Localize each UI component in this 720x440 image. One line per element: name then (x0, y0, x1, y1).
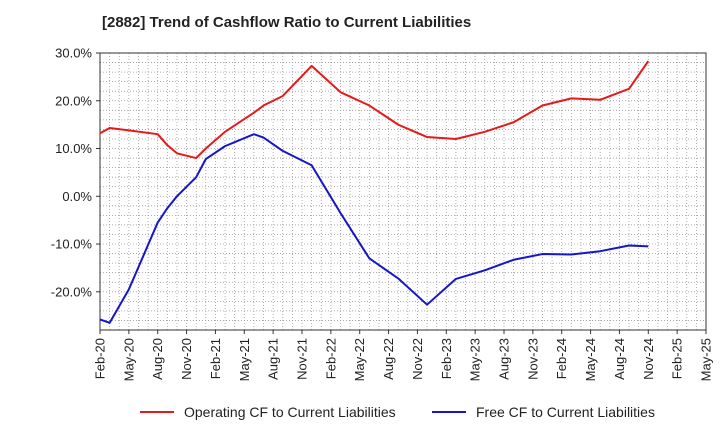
grid (99, 52, 707, 331)
x-tick-label: May-25 (699, 338, 714, 381)
x-tick-label: Aug-21 (266, 338, 281, 380)
legend: Operating CF to Current Liabilities Free… (0, 404, 720, 426)
y-tick-label: -20.0% (51, 284, 93, 299)
x-tick-label: Feb-20 (93, 338, 108, 379)
x-tick-label: Aug-24 (612, 338, 627, 380)
x-tick-label: Feb-21 (208, 338, 223, 379)
x-tick-label: Aug-20 (150, 338, 165, 380)
x-tick-label: May-21 (237, 338, 252, 381)
legend-item-operating-cf: Operating CF to Current Liabilities (140, 404, 396, 420)
axes: 30.0% 20.0% 10.0% 0.0% -10.0% -20.0% Feb-20 May… (51, 46, 714, 382)
y-tick-label: 20.0% (55, 93, 92, 108)
legend-swatch-free-cf (432, 411, 466, 413)
legend-swatch-operating-cf (140, 411, 174, 413)
x-tick-label: Nov-23 (525, 338, 540, 380)
x-tick-label: Aug-22 (381, 338, 396, 380)
x-tick-label: Aug-23 (497, 338, 512, 380)
x-tick-label: Feb-24 (554, 338, 569, 379)
y-tick-label: 30.0% (55, 46, 92, 61)
x-tick-label: Feb-25 (670, 338, 685, 379)
y-tick-label: 10.0% (55, 141, 92, 156)
plot-frame (99, 52, 707, 331)
legend-item-free-cf: Free CF to Current Liabilities (432, 404, 655, 420)
x-tick-label: May-23 (468, 338, 483, 381)
x-tick-label: May-22 (352, 338, 367, 381)
legend-label-free-cf: Free CF to Current Liabilities (476, 404, 655, 420)
x-tick-label: May-24 (583, 338, 598, 381)
series-line-free-cf (99, 133, 649, 324)
x-tick-label: Feb-23 (439, 338, 454, 379)
x-tick-label: Nov-24 (641, 338, 656, 380)
y-tick-label: -10.0% (51, 237, 93, 252)
x-tick-label: May-20 (121, 338, 136, 381)
chart-title: [2882] Trend of Cashflow Ratio to Curren… (102, 14, 472, 31)
x-tick-label: Nov-20 (179, 338, 194, 380)
series-line-operating-cf (99, 60, 650, 160)
series-lines (99, 60, 650, 324)
legend-label-operating-cf: Operating CF to Current Liabilities (184, 404, 396, 420)
x-tick-label: Feb-22 (323, 338, 338, 379)
x-tick-label: Nov-22 (410, 338, 425, 380)
y-tick-label: 0.0% (62, 189, 92, 204)
x-tick-label: Nov-21 (295, 338, 310, 380)
